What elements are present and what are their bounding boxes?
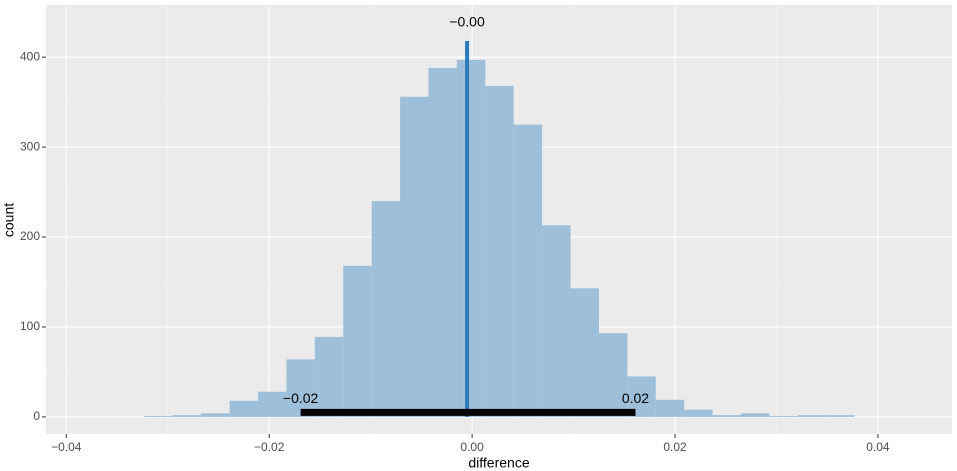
bar — [172, 415, 202, 417]
point-estimate-label: −0.00 — [449, 14, 485, 30]
bar — [286, 359, 315, 417]
bar — [400, 96, 429, 417]
x-tick-label: 0.04 — [866, 440, 890, 454]
bar — [542, 225, 571, 417]
bar — [712, 415, 741, 417]
x-tick-label: 0.00 — [460, 440, 484, 454]
interval-high-label: 0.02 — [622, 390, 649, 406]
bar — [456, 59, 486, 417]
bar — [229, 400, 259, 417]
bar — [314, 336, 344, 417]
bar — [343, 265, 372, 417]
y-tick-label: 300 — [20, 139, 40, 153]
bar — [371, 201, 401, 417]
bar — [428, 67, 457, 417]
bar — [570, 288, 599, 417]
bar — [485, 85, 514, 417]
x-tick-label: −0.04 — [51, 440, 82, 454]
bar — [684, 409, 713, 417]
bar — [144, 416, 173, 417]
x-axis-label: difference — [468, 455, 529, 471]
interval-low-label: −0.02 — [283, 390, 319, 406]
bar — [797, 415, 827, 417]
x-tick-label: 0.02 — [663, 440, 687, 454]
bar — [655, 399, 685, 417]
bar — [826, 415, 855, 417]
y-tick-label: 0 — [33, 409, 40, 423]
bar — [769, 416, 798, 417]
bar — [258, 391, 287, 417]
y-tick-label: 200 — [20, 229, 40, 243]
y-tick-label: 400 — [20, 49, 40, 63]
bar — [513, 124, 543, 417]
bar — [740, 413, 770, 417]
bar — [598, 333, 628, 417]
y-tick-label: 100 — [20, 319, 40, 333]
y-axis-label: count — [1, 203, 17, 237]
bar — [201, 413, 230, 417]
x-tick-label: −0.02 — [254, 440, 285, 454]
